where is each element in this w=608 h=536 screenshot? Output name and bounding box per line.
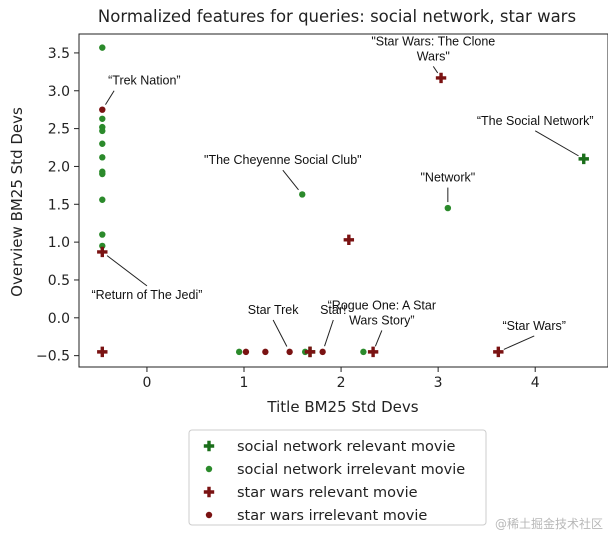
y-tick-label: 1.5 (48, 197, 70, 213)
x-tick-label: 3 (434, 375, 443, 391)
y-tick-label: 3.0 (48, 84, 70, 100)
annotation-connector (503, 335, 535, 350)
legend-box (188, 429, 487, 526)
data-point-dot (360, 348, 367, 356)
data-point-dot (299, 191, 306, 198)
data-points (97, 44, 589, 358)
legend-label: star wars irrelevant movie (237, 508, 427, 524)
data-point-plus (97, 246, 108, 258)
legend-label: star wars relevant movie (237, 485, 418, 501)
data-point-plus (493, 346, 504, 358)
annotation-label: "Network" (420, 171, 475, 185)
x-axis-label: Title BM25 Std Devs (266, 398, 418, 416)
annotation-connector (282, 169, 299, 191)
annotation-connector (432, 66, 439, 74)
chart-title: Normalized features for queries: social … (98, 7, 576, 26)
x-tick-label: 1 (240, 375, 249, 391)
x-axis: 0 1 2 3 4 (142, 367, 540, 391)
legend-marker (203, 486, 215, 498)
data-point-dot (99, 115, 106, 122)
data-point-dot (99, 140, 106, 147)
data-point-plus (343, 234, 355, 246)
watermark: @稀土掘金技术社区 (495, 516, 603, 531)
data-point-dot (99, 170, 106, 178)
series-2 (97, 72, 504, 358)
annotation-connector (324, 319, 334, 347)
legend: social network relevant movie social netw… (188, 429, 487, 526)
data-point-dot (99, 196, 106, 203)
data-point-plus (97, 346, 108, 358)
plot-frame (78, 33, 608, 368)
data-point-dot (99, 106, 106, 113)
y-tick-label: −0.5 (36, 349, 70, 365)
data-point-plus (367, 346, 379, 358)
x-tick-label: 4 (531, 375, 540, 391)
annotation-label: “Trek Nation” (108, 74, 180, 88)
annotation-label: Star! (320, 303, 346, 317)
data-point-dot (242, 348, 250, 356)
data-point-plus (435, 72, 447, 84)
legend-marker (205, 465, 213, 473)
annotation-label: “Rogue One: A Star (328, 298, 436, 312)
annotation-label: “Return of The Jedi” (91, 288, 202, 302)
data-point-dot (99, 231, 106, 238)
annotation-label: “Star Wars” (503, 319, 566, 333)
data-point-dot (235, 348, 243, 356)
legend-label: social network irrelevant movie (237, 462, 465, 478)
annotation-label: Wars Story” (349, 313, 415, 327)
data-point-dot (99, 154, 106, 161)
x-tick-label: 2 (337, 375, 346, 391)
y-tick-label: 2.5 (48, 122, 70, 138)
annotation-label: “The Social Network” (477, 114, 594, 128)
data-point-dot (444, 204, 452, 212)
annotation-connector (106, 255, 148, 287)
series-3 (99, 106, 326, 356)
series-1 (99, 44, 452, 356)
y-tick-label: 0.0 (48, 311, 70, 327)
y-axis: −0.5 0.0 0.5 1.0 1.5 2.0 2.5 3.0 3.5 (36, 46, 79, 365)
data-point-plus (578, 153, 589, 165)
annotation-label: "The Cheyenne Social Club" (204, 153, 362, 167)
y-tick-label: 3.5 (48, 46, 70, 62)
annotation-connector (105, 90, 115, 105)
annotation-label: Wars" (417, 49, 450, 63)
y-tick-label: 0.5 (48, 273, 70, 289)
legend-label: social network relevant movie (237, 439, 456, 455)
legend-marker (205, 511, 213, 519)
data-point-dot (99, 44, 106, 51)
annotation-label: "Star Wars: The Clone (371, 34, 495, 48)
annotation-connector (374, 330, 383, 347)
annotation-connector (272, 319, 288, 347)
data-point-plus (304, 346, 316, 358)
data-point-dot (319, 348, 326, 356)
annotation-label: Star Trek (248, 303, 299, 317)
legend-marker (203, 440, 215, 452)
y-tick-label: 2.0 (48, 159, 70, 175)
y-tick-label: 1.0 (48, 235, 70, 251)
data-point-dot (286, 348, 293, 356)
y-axis-label: Overview BM25 Std Devs (8, 107, 26, 297)
data-point-dot (99, 127, 106, 135)
x-tick-label: 0 (142, 375, 151, 391)
data-point-dot (262, 348, 269, 356)
annotation-connector (534, 130, 579, 157)
